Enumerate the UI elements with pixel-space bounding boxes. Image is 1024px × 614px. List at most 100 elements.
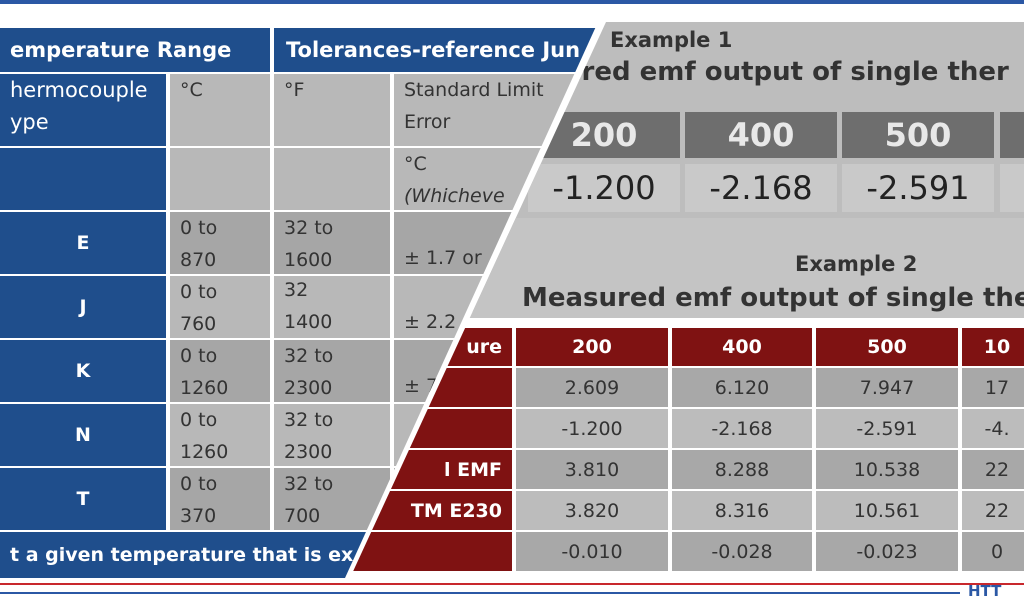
col-header-text: °F — [284, 79, 305, 101]
f-cell: 32 to 2300 — [274, 404, 390, 466]
type-cell: N — [0, 404, 166, 466]
example1-header-text: 400 — [727, 116, 795, 154]
example2-header-text: 200 — [572, 336, 612, 358]
example2-cell-text: 0 — [990, 540, 1004, 563]
type-cell: K — [0, 340, 166, 402]
type-cell-text: E — [76, 232, 90, 254]
example-title-text: Example 2 — [795, 252, 918, 276]
example2-header-text: 500 — [867, 336, 907, 358]
c-cell-text: 0 to 760 — [180, 281, 218, 335]
example2-cell-text: -2.168 — [711, 417, 773, 440]
example2-cell-text: 17 — [984, 376, 1010, 399]
example2-cell: 10.561 — [816, 491, 958, 530]
example2-cell-text: 2.609 — [564, 376, 620, 399]
f-cell-text: 32 to 1600 — [284, 217, 334, 271]
example2-cell: 17 — [962, 368, 1024, 407]
header-cell: emperature Range — [0, 28, 270, 72]
col-header: °F — [274, 74, 390, 146]
example2-cell-text: -2.591 — [856, 417, 918, 440]
example2-cell-text: 7.947 — [859, 376, 915, 399]
example2-cell-text: 8.288 — [714, 458, 770, 481]
example2-cell: 8.288 — [672, 450, 812, 489]
example-title-text: Example 1 — [610, 28, 733, 52]
example2-cell-text: 10.561 — [853, 499, 921, 522]
example2-header: 400 — [672, 328, 812, 366]
example1-value-text: -2.591 — [866, 169, 970, 207]
type-cell: T — [0, 468, 166, 530]
c-cell-text: 0 to 1260 — [180, 345, 229, 399]
c-cell-text: 0 to 870 — [180, 217, 218, 271]
example2-cell: 22 — [962, 491, 1024, 530]
example2-cell: 0 — [962, 532, 1024, 571]
col-header-text: °C — [180, 79, 203, 101]
example2-cell-text: 3.810 — [564, 458, 620, 481]
example2-cell: 8.316 — [672, 491, 812, 530]
example-subtitle-text: Measured emf output of single ther — [522, 283, 1024, 313]
f-cell-text: 32 to 700 — [284, 473, 334, 527]
type-cell-text: T — [76, 488, 90, 510]
example-subtitle: Measured emf output of single ther — [512, 282, 1024, 322]
example2-cell-text: -4. — [984, 417, 1010, 440]
row-label-text: l EMF — [444, 458, 502, 481]
f-cell-text: 32 to 2300 — [284, 345, 334, 399]
example-subtitle-text: asured emf output of single ther — [530, 57, 1009, 87]
f-cell: 32 to 2300 — [274, 340, 390, 402]
c-cell-text: 0 to 1260 — [180, 409, 229, 463]
blank — [0, 148, 166, 210]
f-cell-text: 32 to 2300 — [284, 409, 334, 463]
top-rule — [0, 0, 1024, 4]
c-cell: 0 to 1260 — [170, 340, 270, 402]
example2-cell-text: 22 — [984, 499, 1010, 522]
example1-header — [1000, 112, 1024, 158]
type-cell-text: K — [75, 360, 91, 382]
example2-header-text: 400 — [722, 336, 762, 358]
tol-cell-text: ± 2.2 — [404, 311, 457, 333]
example2-cell: -0.028 — [672, 532, 812, 571]
example2-cell: -0.010 — [516, 532, 668, 571]
corner-cell-text: ure — [466, 336, 502, 358]
example2-cell-text: -1.200 — [561, 417, 623, 440]
col-header: Standard Limit Error — [394, 74, 598, 146]
example1-header-text: 200 — [570, 116, 638, 154]
row-label — [350, 532, 512, 571]
example2-cell: -2.168 — [672, 409, 812, 448]
col-header: °C — [170, 74, 270, 146]
header-cell: Tolerances-reference Jun — [274, 28, 598, 72]
example2-cell: 7.947 — [816, 368, 958, 407]
example2-header: 10 — [962, 328, 1024, 366]
example1-value: -1.200 — [528, 164, 680, 212]
example1-value: -2.168 — [685, 164, 837, 212]
type-header: hermocouple ype — [0, 74, 166, 146]
bottom-rule — [0, 592, 960, 594]
example2-header: 200 — [516, 328, 668, 366]
f-cell: 32 1400 — [274, 276, 390, 338]
example-title: Example 1 — [600, 24, 1024, 60]
col-header-text: °C — [404, 153, 427, 175]
example-subtitle: asured emf output of single ther — [520, 56, 1024, 96]
type-cell-text: N — [75, 424, 91, 446]
example2-cell: 6.120 — [672, 368, 812, 407]
c-cell-text: 0 to 370 — [180, 473, 218, 527]
logo: HTT — [968, 582, 1002, 600]
blank — [170, 148, 270, 210]
example2-cell: 3.810 — [516, 450, 668, 489]
footer-note-text: t a given temperature that is ex — [10, 544, 354, 566]
example2-cell-text: 10.538 — [853, 458, 921, 481]
example1-header: 500 — [842, 112, 994, 158]
example2-cell: 22 — [962, 450, 1024, 489]
example2-cell-text: 22 — [984, 458, 1010, 481]
f-cell-text: 32 1400 — [284, 279, 333, 333]
c-cell: 0 to 370 — [170, 468, 270, 530]
type-cell: J — [0, 276, 166, 338]
example2-cell-text: 6.120 — [714, 376, 770, 399]
header-cell-text: Tolerances-reference Jun — [286, 38, 581, 62]
note: (Whicheve — [404, 185, 505, 207]
c-cell: 0 to 870 — [170, 212, 270, 274]
col-header-text: Standard Limit Error — [404, 79, 544, 133]
example1-header: 400 — [685, 112, 837, 158]
c-cell: 0 to 760 — [170, 276, 270, 338]
example2-cell: 3.820 — [516, 491, 668, 530]
example2-header: 500 — [816, 328, 958, 366]
c-cell: 0 to 1260 — [170, 404, 270, 466]
